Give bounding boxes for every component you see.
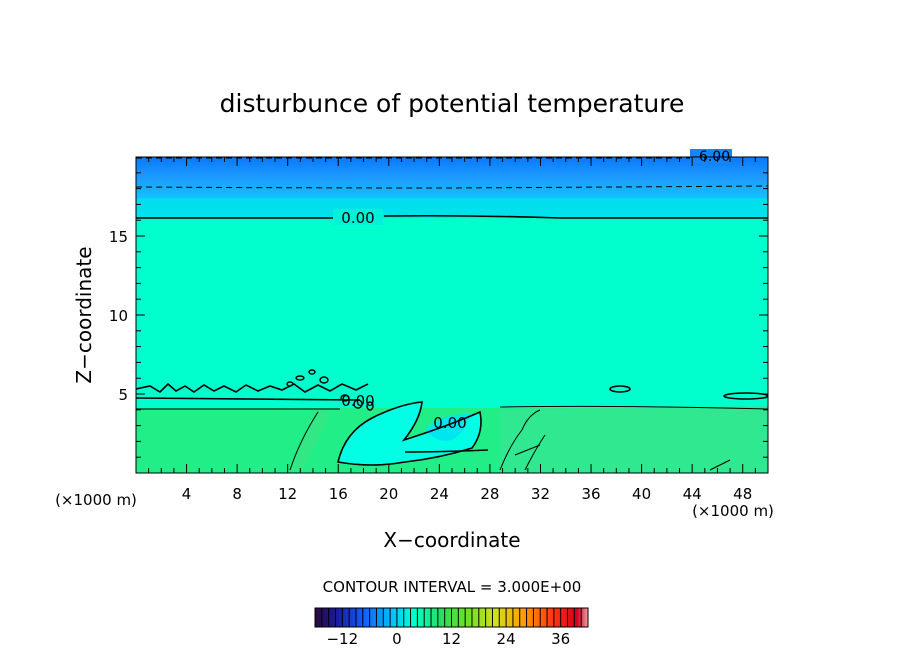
contour-cold-pool (337, 401, 482, 466)
contour-zero-lower (136, 382, 369, 401)
contour-positive-line (136, 405, 768, 410)
x-tick-label: 44 (683, 485, 702, 503)
contour-label-2: 0.00 (341, 209, 374, 227)
x-axis: 4 8 12 16 20 24 28 32 36 40 44 48 (148, 157, 756, 503)
contour-label-4: 0.00 (433, 414, 466, 432)
contour-cell-2 (723, 392, 768, 400)
contour-cell-5 (319, 376, 329, 384)
y-axis: 5 10 15 (109, 172, 768, 458)
field-lower-patch (500, 406, 768, 473)
x-tick-label: 16 (329, 485, 348, 503)
contour-cell-7 (353, 399, 363, 409)
contour-cell-1 (609, 385, 631, 393)
x-tick-label: 8 (232, 485, 242, 503)
contour-label-bg-2 (333, 209, 383, 225)
x-tick-label: 40 (632, 485, 651, 503)
chart-title: disturbunce of potential temperature (220, 89, 685, 118)
x-unit-label: (×1000 m) (692, 502, 774, 520)
x-tick-label: 24 (430, 485, 449, 503)
contour-diagonal (289, 411, 319, 471)
y-unit-label: (×1000 m) (55, 491, 137, 509)
contour-cell-8 (366, 401, 374, 411)
contour-cold-pool-inner (404, 449, 489, 453)
contour-eastern-wave (499, 409, 731, 471)
contour-zero-upper (136, 214, 768, 219)
x-tick-label: 48 (733, 485, 752, 503)
colorbar-ticks: −12 0 12 24 36 (321, 608, 582, 648)
x-tick-label: 32 (531, 485, 550, 503)
y-tick-label: 10 (109, 307, 128, 325)
x-axis-title: X−coordinate (383, 528, 520, 552)
x-tick-label: 28 (480, 485, 499, 503)
contour-label-3: 0.00 (341, 392, 374, 410)
contour-interval-text: CONTOUR INTERVAL = 3.000E+00 (323, 578, 582, 596)
contour-cell-9 (340, 394, 350, 402)
contour-label-bg-1 (690, 149, 732, 163)
colorbar-tick-label: 36 (551, 630, 570, 648)
colorbar-tick-label: 12 (442, 630, 461, 648)
y-tick-label: 5 (118, 386, 128, 404)
y-axis-title: Z−coordinate (72, 246, 96, 383)
contour-dashed-upper (136, 185, 768, 189)
contour-cell-3 (295, 375, 305, 381)
x-tick-label: 36 (581, 485, 600, 503)
colorbar-tick-label: 0 (392, 630, 402, 648)
x-tick-label: 4 (182, 485, 192, 503)
x-tick-label: 20 (379, 485, 398, 503)
colorbar-tick-label: −12 (326, 630, 358, 648)
field-upper-band (136, 198, 768, 218)
contour-cell-6 (286, 381, 294, 387)
colorbar-tick-label: 24 (497, 630, 516, 648)
field-diagonal-patch (290, 412, 330, 472)
contour-cell-4 (308, 369, 316, 375)
y-tick-label: 15 (109, 228, 128, 246)
x-tick-label: 12 (278, 485, 297, 503)
contour-lines (136, 157, 768, 471)
